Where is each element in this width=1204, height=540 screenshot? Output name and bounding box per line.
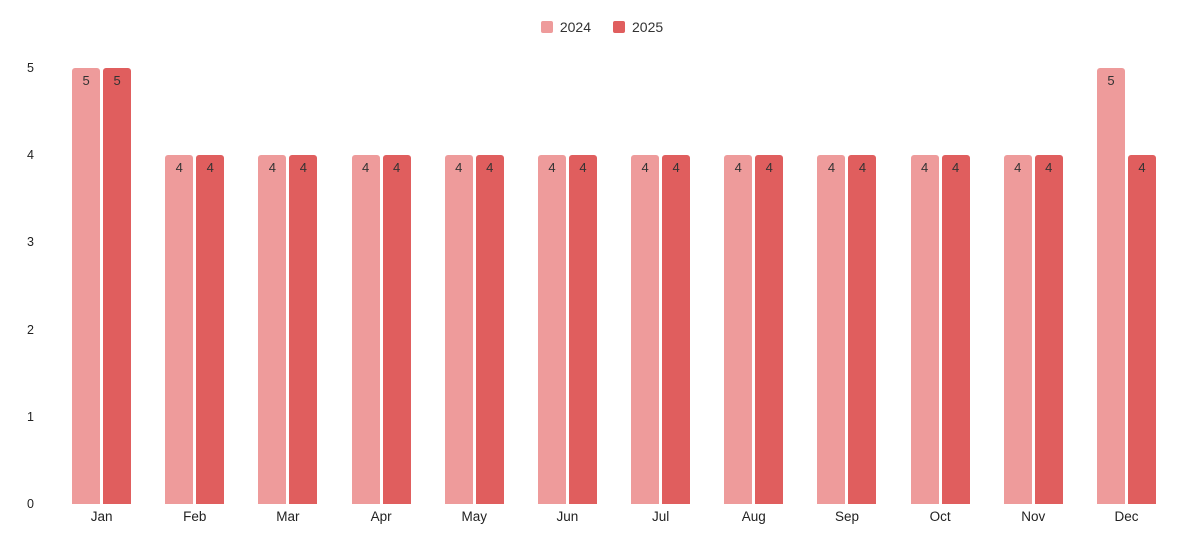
bar-2025-dec: 4 <box>1127 155 1156 504</box>
x-axis-label-oct: Oct <box>929 509 951 524</box>
x-axis: Jan Feb Mar Apr May Jun Jul Aug Sep Oct Nov Dec <box>55 509 1173 524</box>
bar-value-label: 5 <box>82 73 90 88</box>
bar-value-label: 4 <box>579 160 587 176</box>
legend-item-2025[interactable]: 2025 <box>613 19 663 35</box>
bar-value-label: 4 <box>672 160 680 176</box>
bar-2025-jun: 4 <box>568 155 597 504</box>
bar-value-label: 4 <box>921 160 929 176</box>
legend-label: 2024 <box>559 19 591 35</box>
legend-item-2024[interactable]: 2024 <box>540 19 591 35</box>
bar-value-label: 4 <box>641 160 649 176</box>
legend: 2024 2025 <box>0 19 1204 35</box>
bar-2025-oct: 4 <box>941 155 970 504</box>
x-axis-label-jun: Jun <box>556 509 579 524</box>
bar-value-label: 4 <box>486 160 494 176</box>
y-axis-tick: 2 <box>27 322 34 337</box>
bar-value-label: 4 <box>455 160 463 176</box>
bar-value-label: 5 <box>1107 73 1115 88</box>
bar-value-label: 4 <box>765 160 773 176</box>
bar-value-label: 4 <box>206 160 214 176</box>
x-axis-label-apr: Apr <box>370 509 392 524</box>
bar-2024-feb: 4 <box>165 155 194 504</box>
bar-2024-jun: 4 <box>537 155 566 504</box>
bar-2025-nov: 4 <box>1034 155 1063 504</box>
bar-2024-apr: 4 <box>351 155 380 504</box>
bar-2025-mar: 4 <box>289 155 318 504</box>
bar-2025-may: 4 <box>475 155 504 504</box>
bar-value-label: 4 <box>1014 160 1022 176</box>
y-axis-tick: 4 <box>27 148 34 163</box>
x-axis-label-mar: Mar <box>276 509 300 524</box>
legend-swatch-icon <box>540 21 553 33</box>
bar-value-label: 4 <box>175 160 183 176</box>
bar-2024-may: 4 <box>444 155 473 504</box>
y-axis-tick: 0 <box>27 497 34 511</box>
bar-2024-dec: 5 <box>1096 68 1125 504</box>
bar-2025-aug: 4 <box>755 155 784 504</box>
bar-2025-apr: 4 <box>382 155 411 504</box>
bar-value-label: 4 <box>827 160 836 176</box>
bar-2025-jan: 5 <box>103 68 132 504</box>
bar-value-label: 4 <box>392 160 401 176</box>
bar-2024-nov: 4 <box>1003 155 1032 504</box>
bar-2025-feb: 4 <box>196 155 225 504</box>
bar-value-label: 4 <box>268 160 277 176</box>
bar-2024-jan: 5 <box>72 68 101 504</box>
x-axis-label-dec: Dec <box>1114 509 1139 524</box>
bar-value-label: 4 <box>1045 160 1053 176</box>
bar-2024-aug: 4 <box>724 155 753 504</box>
y-axis-tick: 3 <box>27 235 34 250</box>
bar-value-label: 4 <box>1138 160 1146 176</box>
y-axis-tick: 5 <box>27 61 34 75</box>
x-axis-label-nov: Nov <box>1021 509 1046 524</box>
y-axis-tick: 1 <box>27 409 34 424</box>
bar-value-label: 4 <box>734 160 742 176</box>
bar-2024-sep: 4 <box>817 155 846 504</box>
x-axis-label-sep: Sep <box>834 509 859 524</box>
y-axis: 0 1 2 3 4 5 <box>0 0 38 540</box>
bar-2024-jul: 4 <box>631 155 660 504</box>
bar-2024-mar: 4 <box>258 155 287 504</box>
bar-value-label: 4 <box>548 160 556 176</box>
x-axis-label-aug: Aug <box>741 509 766 524</box>
bar-2024-oct: 4 <box>910 155 939 504</box>
legend-label: 2025 <box>632 19 664 35</box>
x-axis-label-feb: Feb <box>183 509 207 524</box>
bar-value-label: 5 <box>113 73 121 88</box>
bar-value-label: 4 <box>952 160 960 176</box>
bar-2025-sep: 4 <box>848 155 877 504</box>
bar-value-label: 4 <box>858 160 867 176</box>
bar-value-label: 4 <box>299 160 308 176</box>
bar-value-label: 4 <box>361 160 370 176</box>
x-axis-label-may: May <box>461 509 488 524</box>
x-axis-label-jul: Jul <box>651 509 670 524</box>
legend-swatch-icon <box>613 21 625 33</box>
bar-2025-jul: 4 <box>662 155 691 504</box>
x-axis-label-jan: Jan <box>90 509 113 524</box>
